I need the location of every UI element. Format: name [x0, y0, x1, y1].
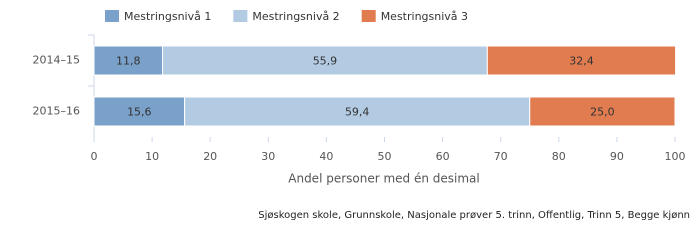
- data-label: 11,8: [116, 55, 141, 68]
- y-tick-label: 2015–16: [33, 105, 81, 118]
- data-label: 55,9: [313, 55, 338, 68]
- data-label: 59,4: [345, 106, 370, 119]
- footnote: Sjøskogen skole, Grunnskole, Nasjonale p…: [258, 210, 690, 221]
- data-label: 25,0: [590, 106, 615, 119]
- x-tick-label: 90: [610, 150, 624, 163]
- x-tick-label: 30: [261, 150, 275, 163]
- x-tick-label: 20: [203, 150, 217, 163]
- x-axis-title: Andel personer med én desimal: [288, 172, 480, 186]
- y-tick-label: 2014–15: [33, 54, 81, 67]
- x-tick-label: 0: [91, 150, 98, 163]
- x-tick-label: 10: [145, 150, 159, 163]
- x-tick-label: 80: [552, 150, 566, 163]
- legend-swatch: [361, 10, 376, 22]
- legend-swatch: [105, 10, 119, 22]
- legend-label: Mestringsnivå 1: [124, 10, 211, 23]
- data-label: 32,4: [569, 55, 594, 68]
- legend-label: Mestringsnivå 2: [252, 10, 339, 23]
- x-tick-label: 60: [436, 150, 450, 163]
- legend-swatch: [233, 10, 248, 22]
- bar-segment: [529, 96, 676, 127]
- x-tick-label: 50: [378, 150, 392, 163]
- bar-segment: [486, 45, 677, 76]
- bar-segment: [162, 45, 488, 76]
- x-tick-label: 40: [319, 150, 333, 163]
- data-label: 15,6: [127, 106, 152, 119]
- x-tick-label: 100: [665, 150, 686, 163]
- x-tick-label: 70: [494, 150, 508, 163]
- legend-label: Mestringsnivå 3: [381, 10, 468, 23]
